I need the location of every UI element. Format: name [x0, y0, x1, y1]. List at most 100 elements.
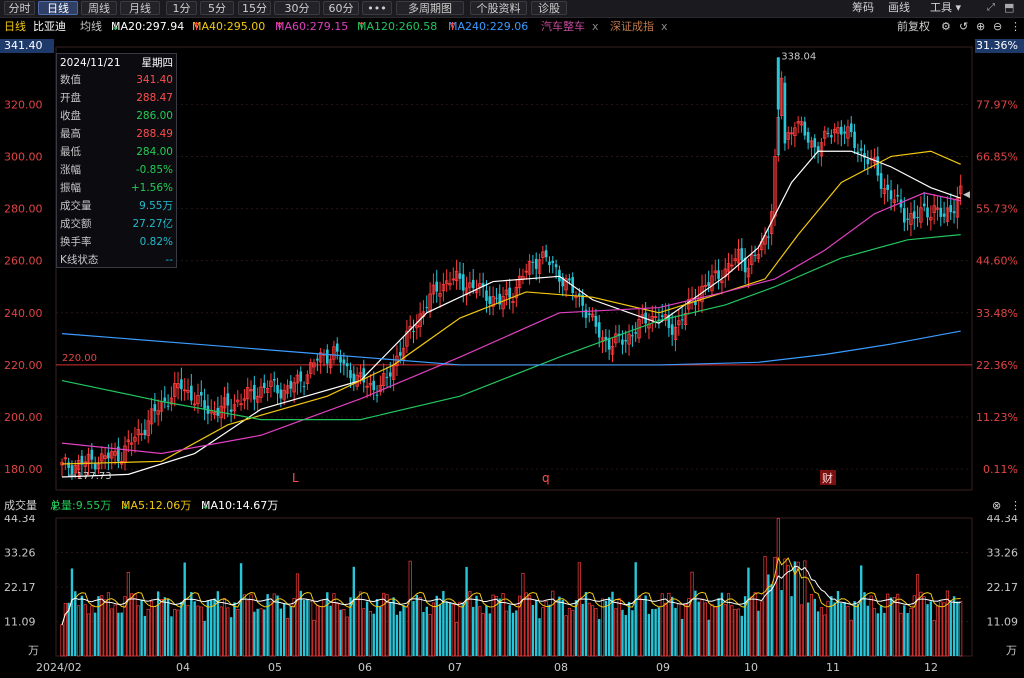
- price-chart[interactable]: 341.40 31.36% 320.00 77.97% 300.00 66.85% 280.…: [0, 36, 1024, 496]
- candle-body: [779, 77, 784, 116]
- candle-body: [90, 449, 94, 460]
- info-value: -0.85%: [135, 164, 173, 176]
- high-label: 338.04: [781, 51, 816, 62]
- volume-bar: [86, 613, 91, 657]
- x-axis-label: 2024/02: [36, 661, 82, 674]
- candle-body: [527, 260, 532, 275]
- volume-bar: [425, 606, 428, 656]
- tab-12[interactable]: 诊股: [531, 1, 567, 15]
- undo-icon[interactable]: ↺: [959, 20, 969, 33]
- volume-bar: [916, 574, 920, 657]
- tab-6[interactable]: 15分: [238, 1, 271, 15]
- candle-body: [412, 330, 415, 332]
- tab-2[interactable]: 周线: [81, 1, 117, 15]
- volume-bar: [302, 600, 306, 656]
- settings-icon[interactable]: ⚙: [941, 20, 951, 33]
- candle-body: [853, 131, 856, 148]
- candle-body: [816, 146, 820, 152]
- volume-bar: [438, 604, 442, 656]
- volume-bar: [660, 593, 664, 657]
- candle-body: [279, 389, 283, 399]
- pct-tag: [975, 39, 1024, 53]
- tab-11[interactable]: 个股资料: [470, 1, 527, 15]
- tab-3[interactable]: 月线: [120, 1, 160, 15]
- candle-body: [328, 359, 333, 368]
- candle-body: [265, 387, 270, 393]
- volume-bar: [312, 619, 316, 657]
- ma-line-ma60: [61, 192, 961, 455]
- volume-bar: [455, 622, 459, 657]
- candle-body: [100, 453, 104, 462]
- volume-bar: [389, 602, 392, 656]
- candle-body: [239, 403, 243, 406]
- candle-body: [551, 260, 555, 264]
- volume-bar: [736, 608, 741, 657]
- pct-axis-label: 33.48%: [976, 307, 1018, 320]
- tab-5[interactable]: 5分: [200, 1, 234, 15]
- tab-4[interactable]: 1分: [166, 1, 197, 15]
- close-sector-szse-icon[interactable]: x: [661, 20, 668, 33]
- volume-chart[interactable]: 44.34 44.34 33.26 33.26 22.17 22.17 11.09 11.09…: [0, 515, 1024, 678]
- volume-bar: [687, 598, 691, 657]
- tab-0[interactable]: 分时: [4, 1, 35, 15]
- ma-type-label[interactable]: 均线: [80, 20, 102, 33]
- candle-body: [952, 211, 956, 214]
- tab-8[interactable]: 60分: [323, 1, 359, 15]
- draw-line-menu[interactable]: 画线: [888, 1, 910, 14]
- volume-bar: [912, 595, 916, 657]
- candle-body: [199, 391, 203, 396]
- tab-10[interactable]: 多周期图: [396, 1, 464, 15]
- volume-bar: [219, 606, 223, 657]
- volume-bar: [282, 603, 286, 656]
- chips-menu[interactable]: 筹码: [852, 1, 874, 14]
- tab-1[interactable]: 日线: [38, 1, 78, 15]
- volume-bar: [481, 613, 485, 657]
- volume-bar: [767, 574, 770, 656]
- candle-body: [143, 429, 147, 436]
- volume-bar: [100, 595, 104, 657]
- volume-bar: [242, 594, 246, 657]
- candle-body: [501, 295, 505, 310]
- volume-bar: [136, 605, 140, 657]
- volume-bar: [83, 604, 87, 657]
- volume-more-icon[interactable]: ⋮: [1010, 499, 1021, 512]
- sector-auto[interactable]: 汽车整车: [541, 20, 585, 33]
- tab-7[interactable]: 30分: [274, 1, 320, 15]
- adjust-mode[interactable]: 前复权: [897, 20, 930, 33]
- candle-body: [935, 207, 940, 210]
- stock-name[interactable]: 比亚迪: [33, 20, 66, 33]
- tools-menu[interactable]: 工具 ▾: [930, 1, 962, 14]
- volume-bar: [799, 604, 804, 657]
- volume-unit-right: 万: [1006, 644, 1017, 657]
- candle-body: [133, 436, 137, 442]
- volume-bar: [743, 596, 747, 656]
- volume-bar: [790, 596, 793, 656]
- volume-bar: [70, 568, 74, 656]
- volume-bar: [640, 599, 644, 657]
- tab-9[interactable]: •••: [362, 1, 392, 15]
- volume-bar: [926, 604, 929, 656]
- expand-icon[interactable]: ⤢: [987, 2, 995, 13]
- candle-body: [222, 397, 227, 409]
- close-volume-icon[interactable]: ⊗: [992, 499, 1002, 512]
- zoom-out-icon[interactable]: ⊖: [993, 20, 1003, 33]
- volume-bar: [358, 591, 363, 657]
- volume-bar: [246, 600, 250, 657]
- candle-body: [117, 446, 120, 462]
- volume-bar: [816, 611, 820, 656]
- more-icon[interactable]: ⋮: [1010, 20, 1021, 33]
- sector-szse[interactable]: 深证成指: [610, 20, 654, 33]
- price-axis-label: 240.00: [4, 307, 43, 320]
- volume-bar: [256, 608, 259, 656]
- info-row: 振幅 +1.56%: [57, 180, 176, 197]
- zoom-in-icon[interactable]: ⊕: [976, 20, 986, 33]
- volume-bar: [600, 598, 605, 657]
- price-tag: [0, 39, 54, 53]
- restore-icon[interactable]: ⬒: [1004, 1, 1015, 14]
- candle-body: [498, 293, 502, 305]
- close-sector-auto-icon[interactable]: x: [592, 20, 599, 33]
- candle-body: [673, 326, 678, 340]
- candle-body: [584, 309, 588, 318]
- volume-bar: [173, 609, 177, 657]
- info-value: --: [165, 254, 173, 266]
